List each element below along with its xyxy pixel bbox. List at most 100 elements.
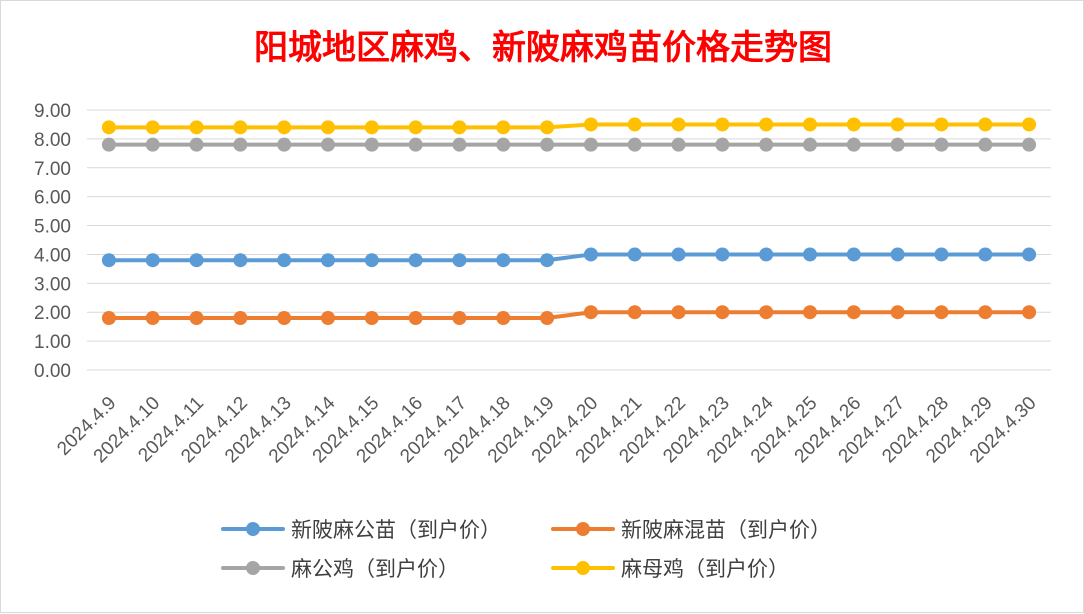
- data-point: [101, 120, 116, 135]
- data-point: [671, 247, 686, 262]
- data-point: [671, 117, 686, 132]
- data-point: [715, 305, 730, 320]
- data-point: [452, 120, 467, 135]
- data-point: [277, 120, 292, 135]
- data-point: [803, 247, 817, 262]
- data-point: [496, 311, 511, 325]
- data-point: [759, 137, 774, 152]
- data-point: [671, 137, 686, 152]
- data-point: [540, 253, 555, 268]
- data-point: [583, 247, 598, 262]
- data-point: [452, 253, 467, 268]
- chart-title: 阳城地区麻鸡、新陂麻鸡苗价格走势图: [254, 28, 832, 68]
- data-point: [321, 120, 335, 135]
- legend-item: 新陂麻公苗（到户价）: [221, 518, 501, 542]
- data-point: [627, 305, 642, 320]
- data-point: [233, 253, 248, 268]
- y-tick-label: 6.00: [34, 188, 71, 209]
- data-point: [277, 137, 292, 152]
- data-point: [890, 117, 905, 132]
- data-point: [364, 120, 379, 135]
- legend-item: 麻母鸡（到户价）: [551, 557, 789, 581]
- data-point: [715, 137, 730, 152]
- series-2: [101, 137, 1037, 152]
- data-point: [321, 137, 335, 152]
- series-line: [106, 252, 1032, 263]
- data-point: [496, 120, 511, 135]
- data-point: [1022, 137, 1037, 152]
- data-point: [1022, 117, 1037, 132]
- series-3: [101, 117, 1037, 135]
- series-0: [101, 247, 1037, 268]
- data-point: [496, 253, 511, 268]
- data-point: [189, 120, 204, 135]
- data-point: [846, 305, 861, 320]
- data-point: [1022, 305, 1037, 320]
- data-point: [1022, 247, 1037, 262]
- data-point: [803, 117, 817, 132]
- data-point: [408, 137, 423, 152]
- data-point: [846, 137, 861, 152]
- data-point: [715, 117, 730, 132]
- data-point: [540, 311, 555, 325]
- y-tick-label: 2.00: [34, 303, 71, 324]
- data-point: [101, 137, 116, 152]
- data-point: [364, 253, 379, 268]
- legend-item: 新陂麻混苗（到户价）: [551, 518, 831, 542]
- data-point: [803, 305, 817, 320]
- data-point: [934, 137, 949, 152]
- data-point: [715, 247, 730, 262]
- y-tick-label: 0.00: [34, 361, 71, 382]
- data-point: [934, 305, 949, 320]
- y-axis-ticks: 0.00 1.00 2.00 3.00 4.00 5.00 6.00 7.00 8.00 9.00: [34, 101, 71, 382]
- data-point: [627, 247, 642, 262]
- series-line: [106, 122, 1032, 130]
- y-tick-label: 4.00: [34, 245, 71, 266]
- x-axis-ticks: 2024.4.92024.4.102024.4.112024.4.122024.…: [53, 392, 1040, 467]
- legend-swatch-marker: [246, 561, 260, 575]
- data-point: [321, 253, 335, 268]
- data-point: [408, 120, 423, 135]
- data-point: [233, 120, 248, 135]
- legend-swatch-marker: [246, 522, 260, 536]
- data-point: [145, 311, 160, 325]
- series-line: [106, 310, 1032, 320]
- gridlines: [87, 109, 1051, 371]
- legend: 新陂麻公苗（到户价） 新陂麻混苗（到户价） 麻公鸡（到户价） 麻母鸡（到户价）: [221, 518, 831, 581]
- data-point: [846, 247, 861, 262]
- data-point: [189, 311, 204, 325]
- legend-label: 新陂麻混苗（到户价）: [621, 518, 831, 542]
- data-point: [189, 253, 204, 268]
- data-point: [846, 117, 861, 132]
- y-tick-label: 9.00: [34, 101, 71, 122]
- data-point: [671, 305, 686, 320]
- legend-label: 麻母鸡（到户价）: [621, 557, 789, 581]
- legend-swatch-marker: [576, 561, 590, 575]
- data-point: [978, 137, 993, 152]
- data-point: [452, 311, 467, 325]
- data-point: [890, 247, 905, 262]
- data-point: [145, 120, 160, 135]
- data-point: [277, 253, 292, 268]
- data-point: [189, 137, 204, 152]
- data-point: [496, 137, 511, 152]
- data-point: [145, 253, 160, 268]
- data-point: [803, 137, 817, 152]
- y-tick-label: 5.00: [34, 217, 71, 238]
- data-point: [759, 247, 774, 262]
- data-point: [934, 117, 949, 132]
- data-point: [101, 311, 116, 325]
- data-point: [408, 311, 423, 325]
- data-point: [978, 305, 993, 320]
- y-tick-label: 1.00: [34, 332, 71, 353]
- data-point: [759, 117, 774, 132]
- data-point: [540, 120, 555, 135]
- data-point: [408, 253, 423, 268]
- data-point: [890, 305, 905, 320]
- series-lines: [101, 117, 1037, 325]
- legend-swatch-marker: [576, 522, 590, 536]
- data-point: [627, 137, 642, 152]
- y-tick-label: 3.00: [34, 274, 71, 295]
